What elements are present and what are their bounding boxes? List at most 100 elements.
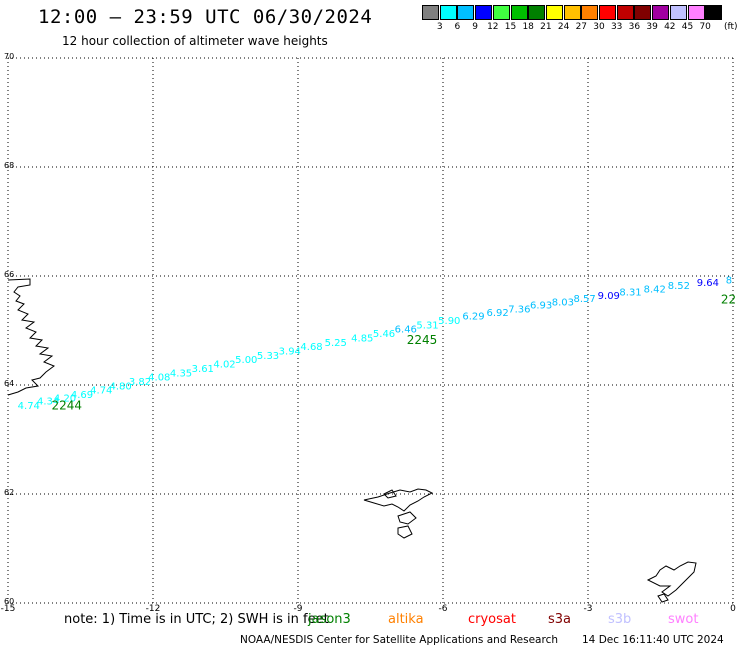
latitude-tick-label: 64 xyxy=(4,379,14,388)
swh-value-label: 4.69 xyxy=(71,390,93,401)
swh-value-label: 4.74 xyxy=(90,386,112,397)
swh-value-label: 5.90 xyxy=(438,316,460,327)
color-scale-swatch xyxy=(492,5,510,20)
swh-value-label: 4.85 xyxy=(351,333,373,344)
swh-value-label: 4.80 xyxy=(110,381,132,392)
color-scale-label: 12 xyxy=(487,22,499,32)
color-scale-swatch xyxy=(616,5,634,20)
color-scale-swatch xyxy=(599,5,616,20)
track-time-label: 2245 xyxy=(407,333,438,347)
satellite-label-jason3: jason3 xyxy=(308,612,351,627)
color-scale-label: 30 xyxy=(593,22,605,32)
page-subtitle: 12 hour collection of altimeter wave hei… xyxy=(62,34,328,48)
swh-value-label: 4.08 xyxy=(148,373,170,384)
color-scale-swatch xyxy=(439,5,457,20)
satellite-label-cryosat: cryosat xyxy=(468,612,516,627)
shetland-islands-coastline xyxy=(646,561,697,597)
latitude-tick-label: 62 xyxy=(4,488,14,497)
faroe-islands-coastline xyxy=(397,525,413,539)
longitude-tick-label: -12 xyxy=(146,604,161,614)
coastlines xyxy=(7,278,697,603)
color-scale-label: 18 xyxy=(522,22,534,32)
latitude-tick-label: 66 xyxy=(4,270,14,279)
footer-note: note: 1) Time is in UTC; 2) SWH is in fe… xyxy=(64,612,329,627)
generated-timestamp: 14 Dec 16:11:40 UTC 2024 xyxy=(582,634,724,646)
color-scale-swatch xyxy=(510,5,528,20)
swh-value-label: 4.20 xyxy=(54,393,76,404)
swh-value-label: 3.94 xyxy=(279,346,301,357)
axis-tick-labels: -15 -12 -9 -6 -3 0 70 68 66 64 62 60 xyxy=(1,52,736,614)
swh-value-label: 4.74 xyxy=(18,401,40,412)
swh-value-label: 6.92 xyxy=(487,308,509,319)
shetland-islands-coastline xyxy=(657,593,669,603)
swh-value-label: 4.34 xyxy=(37,397,59,408)
swh-value-label: 6.46 xyxy=(395,325,417,336)
track-time-label: 2244 xyxy=(52,399,83,413)
swh-value-label: 8.57 xyxy=(574,294,596,305)
latitude-tick-label: 70 xyxy=(4,52,14,61)
satellite-label-s3a: s3a xyxy=(548,612,572,627)
iceland-coastline xyxy=(7,278,56,396)
color-scale-label: 24 xyxy=(557,22,570,32)
latitude-tick-label: 60 xyxy=(4,597,14,606)
color-scale-label: 15 xyxy=(504,22,517,32)
swh-value-label: 8.03 xyxy=(552,297,574,308)
color-scale-swatch xyxy=(528,5,546,20)
swh-value-label: 6.29 xyxy=(462,312,484,323)
color-scale-label: 9 xyxy=(472,22,478,32)
color-scale-swatch xyxy=(545,5,563,20)
color-scale-unit: (ft) xyxy=(724,22,738,32)
color-scale-swatch xyxy=(475,5,493,20)
longitude-tick-label: -3 xyxy=(584,604,593,614)
swh-value-label: 4.02 xyxy=(213,360,235,371)
satellite-label-s3b: s3b xyxy=(608,612,632,627)
swh-value-label: 9.09 xyxy=(598,291,620,302)
color-scale-label: 70 xyxy=(699,22,711,32)
page-title: 12:00 – 23:59 UTC 06/30/2024 xyxy=(38,6,373,28)
swh-value-label: 8.31 xyxy=(619,288,641,299)
color-scale-swatch xyxy=(669,5,687,20)
track-time-label: 22 xyxy=(721,292,736,306)
map-grid xyxy=(7,57,734,604)
faroe-islands-coastline xyxy=(397,511,417,525)
longitude-tick-label: -6 xyxy=(439,604,448,614)
color-scale-swatch xyxy=(563,5,581,20)
color-scale-swatch xyxy=(457,5,475,20)
color-scale-label: 3 xyxy=(436,22,443,32)
credit-line: NOAA/NESDIS Center for Satellite Applica… xyxy=(240,634,558,646)
swh-value-label: 5.25 xyxy=(325,338,347,349)
color-scale-label: 21 xyxy=(540,22,552,32)
color-scale-label: 27 xyxy=(575,22,588,32)
swh-value-label: 5.46 xyxy=(373,329,395,340)
swh-value-label: 8.42 xyxy=(644,284,666,295)
color-scale-swatch xyxy=(705,5,723,20)
color-scale-label: 45 xyxy=(681,22,694,32)
swh-value-label: 7.36 xyxy=(508,305,530,316)
faroe-islands-coastline xyxy=(363,488,434,512)
color-scale-label: 39 xyxy=(646,22,658,32)
swh-value-label: 3.82 xyxy=(129,377,151,388)
color-scale-label: 6 xyxy=(454,22,461,32)
color-scale-label: 33 xyxy=(610,22,623,32)
longitude-tick-label: 0 xyxy=(730,604,736,614)
color-scale-swatch xyxy=(634,5,652,20)
latitude-tick-label: 68 xyxy=(4,161,14,170)
swh-value-label: 3.61 xyxy=(192,364,214,375)
color-scale-label: 42 xyxy=(664,22,676,32)
swh-value-label: 9.64 xyxy=(697,278,719,289)
satellite-label-swot: swot xyxy=(668,612,699,627)
swh-value-label: 8 xyxy=(726,276,732,287)
color-scale-swatch xyxy=(652,5,670,20)
faroe-islands-coastline xyxy=(383,489,397,499)
swh-value-label: 5.00 xyxy=(235,355,257,366)
swh-value-label: 6.93 xyxy=(530,301,552,312)
satellite-label-altika: altika xyxy=(388,612,424,627)
swh-value-label: 4.68 xyxy=(300,342,322,353)
swh-value-label: 8.52 xyxy=(668,281,690,292)
swh-labels: 4.744.344.204.694.744.803.824.08 4.35 3.61… xyxy=(18,276,737,413)
color-scale-swatch xyxy=(581,5,599,20)
swh-value-label: 5.33 xyxy=(257,351,279,362)
color-scale-label: 36 xyxy=(628,22,641,32)
color-scale-swatch xyxy=(422,5,439,20)
